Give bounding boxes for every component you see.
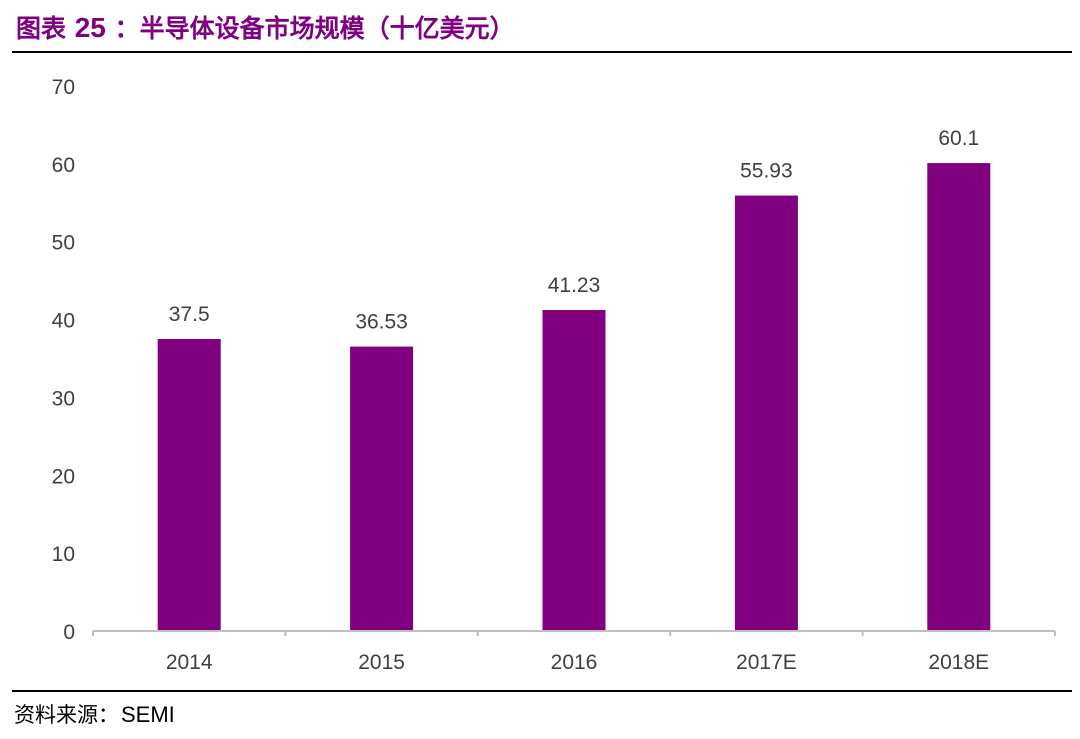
bar xyxy=(350,346,414,631)
source-divider xyxy=(12,690,1072,692)
y-tick-label: 10 xyxy=(52,543,75,566)
y-tick-label: 0 xyxy=(63,621,75,644)
y-tick-label: 40 xyxy=(52,310,75,333)
y-tick-label: 70 xyxy=(52,76,75,99)
data-label: 36.53 xyxy=(355,311,408,334)
bar xyxy=(157,339,221,631)
data-label: 41.23 xyxy=(548,274,601,297)
bar xyxy=(734,195,798,632)
x-tick-label: 2016 xyxy=(551,651,598,674)
title-text: ：半导体设备市场规模（十亿美元） xyxy=(114,14,515,43)
x-tick-label: 2018E xyxy=(928,651,989,674)
y-tick-label: 30 xyxy=(52,387,75,410)
x-tick-label: 2015 xyxy=(358,651,405,674)
title-prefix: 图表 xyxy=(16,14,67,43)
bar xyxy=(927,163,991,631)
y-tick-label: 60 xyxy=(52,154,75,177)
data-label: 37.5 xyxy=(169,303,210,326)
data-label: 55.93 xyxy=(740,160,793,183)
source-label: 资料来源： xyxy=(14,703,119,727)
title-number: 25 xyxy=(74,12,106,43)
y-tick-label: 50 xyxy=(52,232,75,255)
data-label: 60.1 xyxy=(938,127,979,150)
x-tick-label: 2017E xyxy=(736,651,797,674)
source-value: SEMI xyxy=(121,702,175,727)
y-tick-label: 20 xyxy=(52,465,75,488)
figure-title: 图表 25 ：半导体设备市场规模（十亿美元） xyxy=(16,10,515,46)
title-divider xyxy=(12,51,1072,53)
bar-chart: 0 10 20 30 40 50 60 70 37.5 2014 36.53 2015 41.23 201… xyxy=(52,76,1056,674)
bar xyxy=(542,309,606,631)
source-note: 资料来源：SEMI xyxy=(14,700,175,730)
x-tick-label: 2014 xyxy=(166,651,213,674)
